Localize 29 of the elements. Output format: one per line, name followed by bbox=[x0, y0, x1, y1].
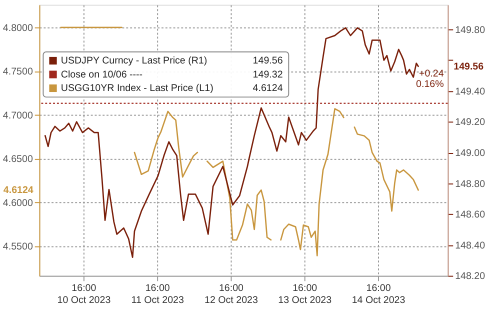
y2-tick-label: 149.80 bbox=[455, 24, 486, 36]
x-tick-label: 16:00 10 Oct 2023 bbox=[57, 282, 112, 306]
text: 149.56 bbox=[454, 61, 484, 72]
y-tick-label: 4.7000 bbox=[2, 110, 34, 122]
annotation: 4.6124 bbox=[252, 83, 284, 94]
text: 4.6124 bbox=[3, 185, 34, 196]
y2-tick-label: 149.00 bbox=[455, 148, 486, 160]
legend-label: Close on 10/06 ---- bbox=[60, 69, 143, 80]
y-tick-label: 4.8000 bbox=[2, 22, 34, 34]
y-tick-label: 4.6000 bbox=[2, 198, 34, 209]
legend-label: USDJPY Curncy - Last Price (R1) bbox=[60, 56, 208, 67]
y-tick-label: 4.6500 bbox=[2, 154, 34, 166]
y2-tick-label: 149.20 bbox=[455, 117, 486, 128]
annotation: 149.32 bbox=[252, 69, 283, 80]
annotation: +0.24 bbox=[419, 68, 444, 80]
y2-tick-label: 148.80 bbox=[455, 178, 486, 190]
y2-tick-label: 149.40 bbox=[455, 86, 486, 98]
y-tick-label: 4.7500 bbox=[2, 66, 34, 78]
y-tick-label: 4.5500 bbox=[2, 241, 34, 252]
y2-tick-label: 148.40 bbox=[455, 240, 486, 252]
legend-label: USGG10YR Index - Last Price (L1) bbox=[60, 83, 214, 94]
x-tick-label: 16:00 12 Oct 2023 bbox=[204, 282, 258, 306]
x-tick-label: 16:00 14 Oct 2023 bbox=[352, 282, 406, 306]
y2-tick-label: 148.60 bbox=[455, 210, 486, 221]
x-tick-label: 16:00 13 Oct 2023 bbox=[278, 282, 332, 306]
annotation: 0.16% bbox=[416, 79, 444, 90]
y2-tick-label: 148.20 bbox=[455, 271, 486, 282]
annotation: 149.56 bbox=[252, 56, 284, 67]
x-tick-label: 16:00 11 Oct 2023 bbox=[131, 282, 184, 306]
